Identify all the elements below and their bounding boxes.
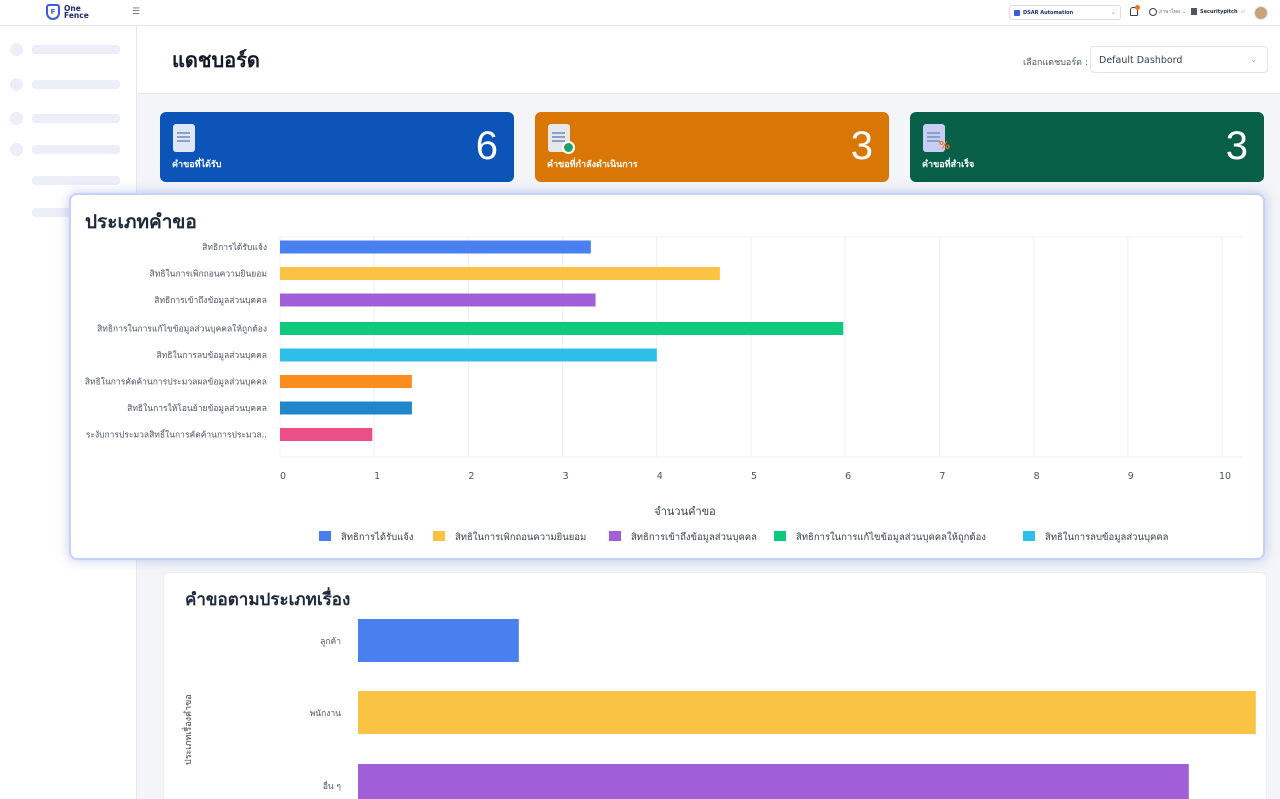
x-tick-label: 8 [1034, 471, 1040, 482]
x-tick-label: 7 [939, 471, 945, 482]
bar [280, 240, 591, 254]
notification-badge [1135, 5, 1140, 10]
shield-logo-icon: F [46, 4, 60, 20]
globe-icon [1149, 8, 1157, 16]
sidebar-skeleton-item [10, 78, 120, 91]
bar [280, 267, 720, 280]
document-user-icon [173, 124, 195, 152]
dashboard-select-value: Default Dashbord [1099, 55, 1183, 66]
dashboard-select[interactable]: Default Dashbord ⌄ [1090, 46, 1268, 73]
x-tick-label: 1 [374, 471, 380, 482]
y-axis-label: ประเภทเรื่องคำขอ [184, 694, 194, 765]
bar [280, 401, 412, 415]
legend-swatch [774, 531, 786, 541]
request-type-chart: 0 1 2 3 4 5 6 7 8 9 10สิทธิการได้รับแจ้งสิทธิในการ… [85, 236, 1242, 543]
legend-label: สิทธิการเข้าถึงข้อมูลส่วนบุคคล [631, 532, 757, 543]
x-tick-label: 9 [1128, 471, 1134, 482]
organization-select[interactable]: DSAR Automation ⌄ [1009, 5, 1121, 20]
stat-card-received[interactable]: คำขอที่ได้รับ 6 [160, 112, 514, 182]
logo-line-1: One [64, 4, 81, 13]
y-tick-label: อื่น ๆ [323, 780, 341, 792]
page-title: แดชบอร์ด [172, 48, 260, 72]
bar [280, 348, 657, 362]
notification-bell-icon[interactable] [1130, 7, 1138, 16]
stat-card-label: คำขอที่ได้รับ [172, 160, 222, 170]
sidebar-skeleton-item [32, 176, 120, 185]
bar [358, 764, 1189, 799]
percent-icon: % [939, 139, 951, 152]
user-name: Securitypitch [1200, 8, 1238, 15]
legend-label: สิทธิการในการแก้ไขข้อมูลส่วนบุคคลให้ถูกต… [796, 531, 986, 543]
chevron-down-icon: ⌄ [1110, 9, 1116, 16]
x-tick-label: 2 [468, 471, 474, 482]
y-tick-label: ลูกค้า [320, 636, 341, 647]
menu-dots-icon: ▭ [1240, 8, 1246, 15]
y-tick-label: สิทธิในการลบข้อมูลส่วนบุคคล [156, 350, 267, 361]
chart-title: ประเภทคำขอ [85, 211, 197, 233]
bar [280, 322, 844, 335]
check-badge-icon [562, 141, 575, 154]
bar [280, 293, 596, 307]
stat-card-value: 3 [1225, 124, 1248, 168]
stat-card-completed[interactable]: % คำขอที่สำเร็จ 3 [910, 112, 1264, 182]
building-icon [1191, 8, 1197, 15]
stat-card-value: 3 [850, 124, 873, 168]
document-percent-icon [923, 124, 945, 152]
y-tick-label: สิทธิในการให้โอนย้ายข้อมูลส่วนบุคคล [127, 403, 267, 414]
y-tick-label: สิทธิการในการแก้ไขข้อมูลส่วนบุคคลให้ถูกต… [97, 324, 267, 335]
legend-label: สิทธิในการลบข้อมูลส่วนบุคคล [1045, 531, 1169, 543]
organization-icon [1014, 9, 1020, 16]
sidebar-skeleton-item [10, 43, 120, 56]
menu-toggle-icon[interactable]: ☰ [132, 7, 141, 17]
avatar[interactable] [1254, 6, 1268, 20]
legend-label: สิทธิการได้รับแจ้ง [341, 531, 414, 543]
sidebar-skeleton-item [10, 112, 120, 125]
sidebar-skeleton-item [10, 143, 120, 156]
x-axis-label: จำนวนคำขอ [654, 505, 716, 518]
legend-swatch [433, 531, 445, 541]
legend-swatch [319, 531, 331, 541]
top-bar: F One Fence ☰ DSAR Automation ⌄ ภาษาไทย … [0, 0, 1280, 26]
chevron-down-icon: ⌄ [1250, 55, 1257, 64]
y-tick-label: สิทธิการเข้าถึงข้อมูลส่วนบุคคล [154, 295, 267, 306]
bar [358, 619, 519, 662]
x-tick-label: 4 [657, 471, 663, 482]
logo-line-2: Fence [64, 11, 89, 20]
chevron-down-icon: ⌄ [1181, 9, 1187, 15]
x-tick-label: 5 [751, 471, 757, 482]
bar [358, 691, 1256, 734]
stat-card-in-progress[interactable]: คำขอที่กำลังดำเนินการ 3 [535, 112, 889, 182]
stat-card-label: คำขอที่สำเร็จ [922, 160, 975, 170]
request-subject-chart-panel: ลูกค้า พนักงาน อื่น ๆ คำขอตามประเภทเรื่อง … [163, 572, 1267, 799]
legend-label: สิทธิในการเพิกถอนความยินยอม [455, 531, 586, 543]
app-logo[interactable]: F One Fence [46, 4, 89, 20]
bar [280, 428, 373, 441]
dashboard-select-label: เลือกแดชบอร์ด : [1023, 58, 1088, 68]
y-tick-label: ระงับการประมวลสิทธิ์ในการคัดค้านการประมว… [86, 429, 267, 441]
legend-swatch [609, 531, 621, 541]
stat-card-value: 6 [475, 124, 498, 168]
stat-card-label: คำขอที่กำลังดำเนินการ [547, 160, 638, 170]
x-tick-label: 3 [563, 471, 569, 482]
language-switcher[interactable]: ภาษาไทย ⌄ [1149, 8, 1186, 16]
request-type-chart-panel: 0 1 2 3 4 5 6 7 8 9 10 สิทธิการได้รับแจ้ง สิทธิในการ… [69, 193, 1265, 560]
x-tick-label: 0 [280, 471, 286, 482]
user-menu[interactable]: Securitypitch ▭ [1191, 8, 1245, 15]
bar [280, 375, 412, 388]
chart-title: คำขอตามประเภทเรื่อง [185, 590, 351, 610]
x-tick-label: 10 [1219, 471, 1231, 482]
y-tick-label: สิทธิในการคัดค้านการประมวลผลข้อมูลส่วนบุ… [85, 377, 267, 388]
y-tick-label: พนักงาน [310, 709, 341, 719]
y-tick-label: สิทธิการได้รับแจ้ง [202, 242, 267, 253]
language-label: ภาษาไทย [1159, 9, 1180, 15]
x-tick-label: 6 [845, 471, 851, 482]
y-tick-label: สิทธิในการเพิกถอนความยินยอม [150, 269, 267, 280]
organization-select-value: DSAR Automation [1023, 9, 1074, 16]
page-header: แดชบอร์ด เลือกแดชบอร์ด : Default Dashbor… [137, 26, 1280, 94]
legend-swatch [1023, 531, 1035, 541]
